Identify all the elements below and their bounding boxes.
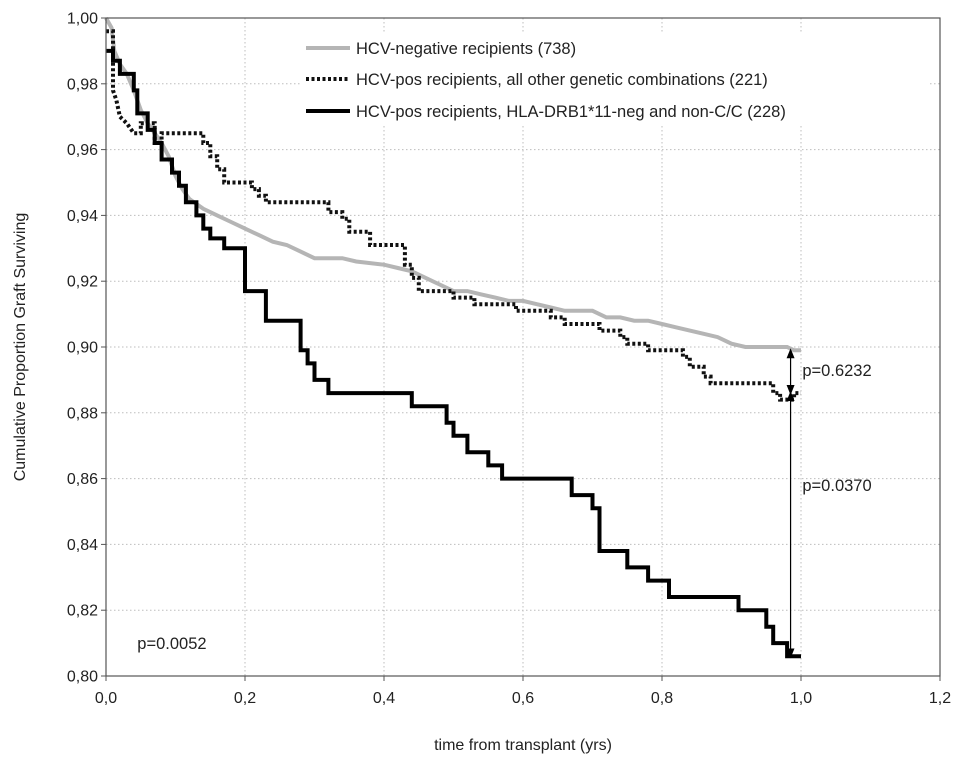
y-tick-label: 0,86 — [67, 471, 98, 488]
x-tick-label: 0,6 — [512, 690, 534, 707]
y-tick-label: 0,96 — [67, 142, 98, 159]
pvalue-annotation-middle: p=0.0370 — [802, 477, 871, 495]
x-axis-ticks: 0,0 0,2 0,4 0,6 0,8 1,0 1,2 — [95, 676, 951, 707]
x-tick-label: 0,2 — [234, 690, 256, 707]
x-tick-label: 0,4 — [373, 690, 395, 707]
x-tick-label: 0,0 — [95, 690, 117, 707]
legend-label-hcv-negative: HCV-negative recipients (738) — [356, 40, 576, 58]
series-line-hcv-pos-other — [106, 29, 801, 402]
legend: HCV-negative recipients (738) HCV-pos re… — [300, 32, 930, 124]
legend-label-hcv-pos-drb1: HCV-pos recipients, HLA-DRB1*11-neg and … — [356, 103, 786, 121]
y-tick-label: 0,98 — [67, 76, 98, 93]
legend-label-hcv-pos-other: HCV-pos recipients, all other genetic co… — [356, 71, 768, 89]
y-tick-label: 0,80 — [67, 669, 98, 686]
x-tick-label: 1,2 — [929, 690, 951, 707]
y-tick-label: 0,90 — [67, 340, 98, 357]
y-axis-ticks: 0,80 0,82 0,84 0,86 0,88 0,90 0,92 0,94 0,96 0,98… — [67, 11, 106, 686]
y-tick-label: 0,82 — [67, 603, 98, 620]
pvalue-annotation-upper: p=0.6232 — [802, 362, 871, 380]
x-tick-label: 1,0 — [790, 690, 812, 707]
y-tick-label: 0,94 — [67, 208, 98, 225]
x-axis-label: time from transplant (yrs) — [434, 737, 612, 754]
y-tick-label: 1,00 — [67, 11, 98, 28]
series-line-hcv-pos-drb1 — [106, 48, 801, 659]
y-axis-label: Cumulative Proportion Graft Surviving — [12, 213, 29, 482]
x-tick-label: 0,8 — [651, 690, 673, 707]
y-tick-label: 0,88 — [67, 405, 98, 422]
y-tick-label: 0,84 — [67, 537, 98, 554]
legend-box — [300, 32, 930, 124]
series-lines — [104, 17, 801, 659]
y-tick-label: 0,92 — [67, 274, 98, 291]
pvalue-annotation-overall: p=0.0052 — [137, 635, 206, 653]
